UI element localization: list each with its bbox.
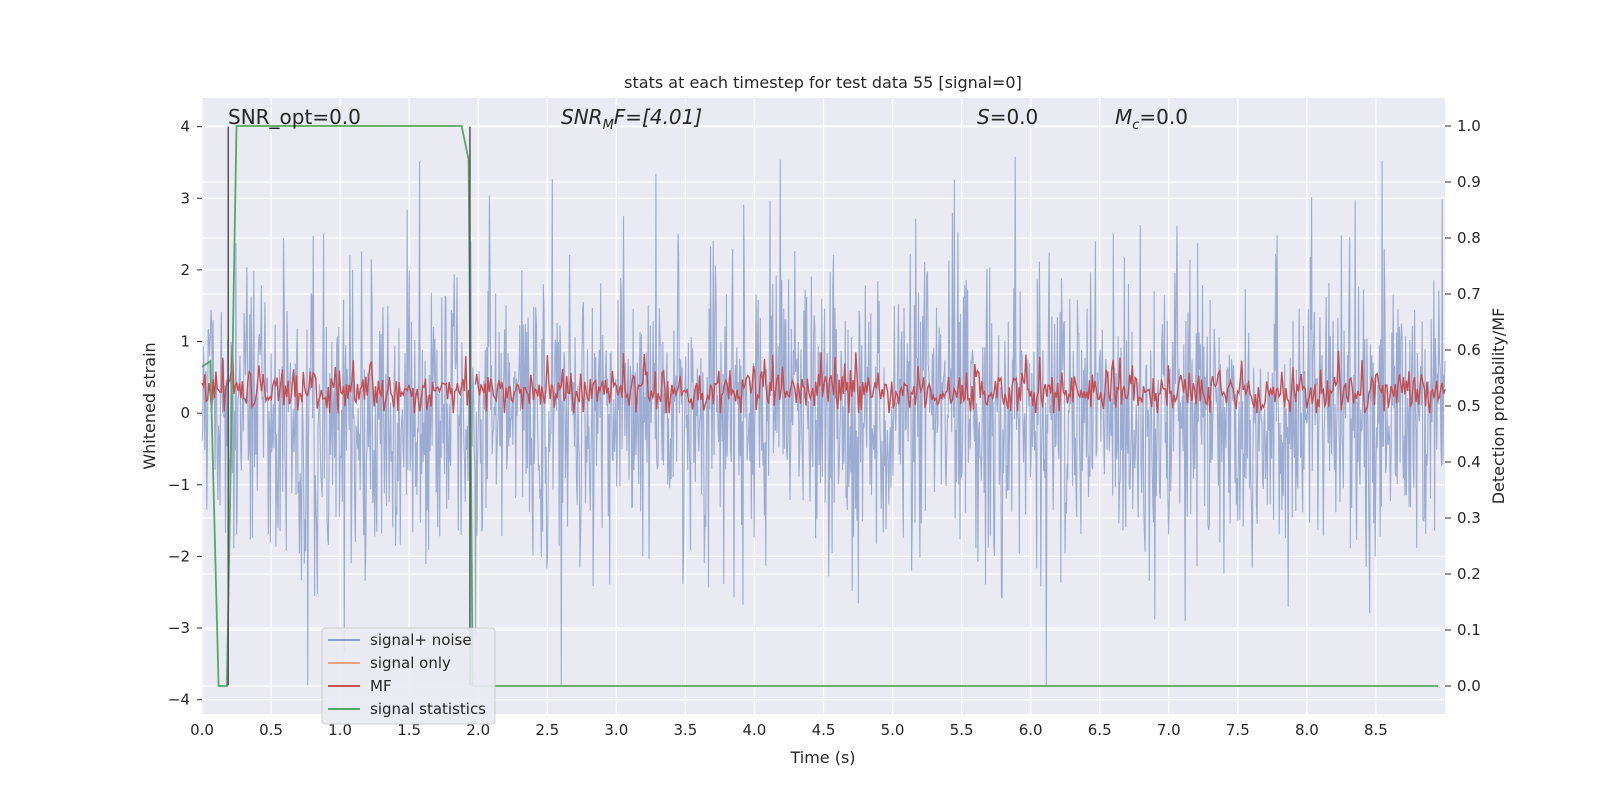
x-axis-label: Time (s) xyxy=(789,748,855,767)
x-tick-label: 8.5 xyxy=(1364,721,1388,739)
y-axis-label: Whitened strain xyxy=(140,342,159,469)
y-tick-label: 2 xyxy=(180,261,190,279)
series-signal-noise xyxy=(201,156,1446,686)
annotation-snr-mf-base: SNR xyxy=(561,105,603,129)
y2-tick-label: 0.8 xyxy=(1457,229,1481,247)
x-tick-label: 0.0 xyxy=(190,721,214,739)
annotation-mc-base: M xyxy=(1115,105,1132,129)
x-tick-label: 2.0 xyxy=(466,721,490,739)
annotation-s-after: =0.0 xyxy=(990,105,1039,129)
x-tick-label: 6.5 xyxy=(1088,721,1112,739)
x-tick-label: 6.0 xyxy=(1019,721,1043,739)
legend: signal+ noise signal only MF signal stat… xyxy=(321,627,496,725)
y2-axis-ticks: 0.0 0.1 0.2 0.3 0.4 0.5 0.6 0.7 0.8 0.9 1.0 xyxy=(1445,117,1481,695)
y2-tick-label: 0.6 xyxy=(1457,341,1481,359)
annotation-s-base: S xyxy=(977,105,990,129)
legend-box xyxy=(321,627,496,725)
y2-tick-label: 0.1 xyxy=(1457,621,1481,639)
annotation-snr-mf: SNRMF=[4.01] xyxy=(561,105,702,133)
legend-label-mf: MF xyxy=(370,677,392,695)
x-tick-label: 5.5 xyxy=(950,721,974,739)
x-tick-label: 1.0 xyxy=(328,721,352,739)
x-tick-label: 4.0 xyxy=(743,721,767,739)
legend-label-signal-statistics: signal statistics xyxy=(370,700,486,718)
annotation-snr-opt: SNR_opt=0.0 xyxy=(228,105,361,129)
y2-tick-label: 0.5 xyxy=(1457,397,1481,415)
annotation-mc: Mc=0.0 xyxy=(1115,105,1188,133)
y2-tick-label: 0.4 xyxy=(1457,453,1481,471)
y-tick-label: 0 xyxy=(180,404,190,422)
signal-noise-line xyxy=(201,156,1446,686)
vertical-markers xyxy=(227,126,471,686)
series-mf xyxy=(201,344,1446,414)
y2-tick-label: 0.0 xyxy=(1457,677,1481,695)
mf-line xyxy=(201,344,470,414)
chart-title: stats at each timestep for test data 55 … xyxy=(624,73,1022,92)
annotation-s: S=0.0 xyxy=(977,105,1038,129)
mf-line xyxy=(474,350,1446,414)
legend-label-signal-only: signal only xyxy=(370,654,451,672)
y2-tick-label: 1.0 xyxy=(1457,117,1481,135)
x-tick-label: 4.5 xyxy=(812,721,836,739)
y-tick-label: −3 xyxy=(168,619,190,637)
annotation-mc-after: =0.0 xyxy=(1139,105,1188,129)
x-tick-label: 3.0 xyxy=(604,721,628,739)
y-tick-label: 1 xyxy=(180,333,190,351)
y-tick-label: 3 xyxy=(180,189,190,207)
x-tick-label: 8.0 xyxy=(1295,721,1319,739)
y-tick-label: −2 xyxy=(168,547,190,565)
y-axis-ticks: −4 −3 −2 −1 0 1 2 3 4 xyxy=(168,118,202,709)
x-tick-label: 0.5 xyxy=(259,721,283,739)
x-tick-label: 2.5 xyxy=(535,721,559,739)
legend-label-signal-noise: signal+ noise xyxy=(370,631,472,649)
y-tick-label: −4 xyxy=(168,691,190,709)
y-tick-label: −1 xyxy=(168,476,190,494)
y2-tick-label: 0.7 xyxy=(1457,285,1481,303)
y2-tick-label: 0.2 xyxy=(1457,565,1481,583)
x-tick-label: 5.0 xyxy=(881,721,905,739)
y-tick-label: 4 xyxy=(180,118,190,136)
x-tick-label: 1.5 xyxy=(397,721,421,739)
x-tick-label: 7.0 xyxy=(1157,721,1181,739)
y2-axis-label: Detection probability/MF xyxy=(1489,308,1508,505)
annotation-mc-sub: c xyxy=(1132,118,1139,133)
y2-tick-label: 0.9 xyxy=(1457,173,1481,191)
annotation-snr-mf-sub: M xyxy=(603,118,614,133)
x-tick-label: 7.5 xyxy=(1226,721,1250,739)
annotation-snr-mf-after: F=[4.01] xyxy=(614,105,702,129)
x-axis-ticks: 0.0 0.5 1.0 1.5 2.0 2.5 3.0 3.5 4.0 4.5 5.0 5.5 6.0 6… xyxy=(190,721,1388,739)
x-tick-label: 3.5 xyxy=(673,721,697,739)
y2-tick-label: 0.3 xyxy=(1457,509,1481,527)
